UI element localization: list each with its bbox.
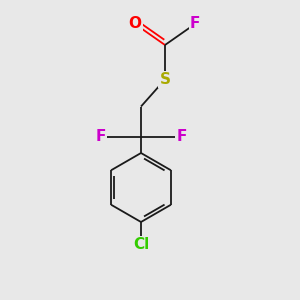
Text: F: F xyxy=(95,129,106,144)
Text: S: S xyxy=(160,72,170,87)
Text: Cl: Cl xyxy=(133,237,149,252)
Text: O: O xyxy=(128,16,142,32)
Text: F: F xyxy=(176,129,187,144)
Text: F: F xyxy=(190,16,200,32)
